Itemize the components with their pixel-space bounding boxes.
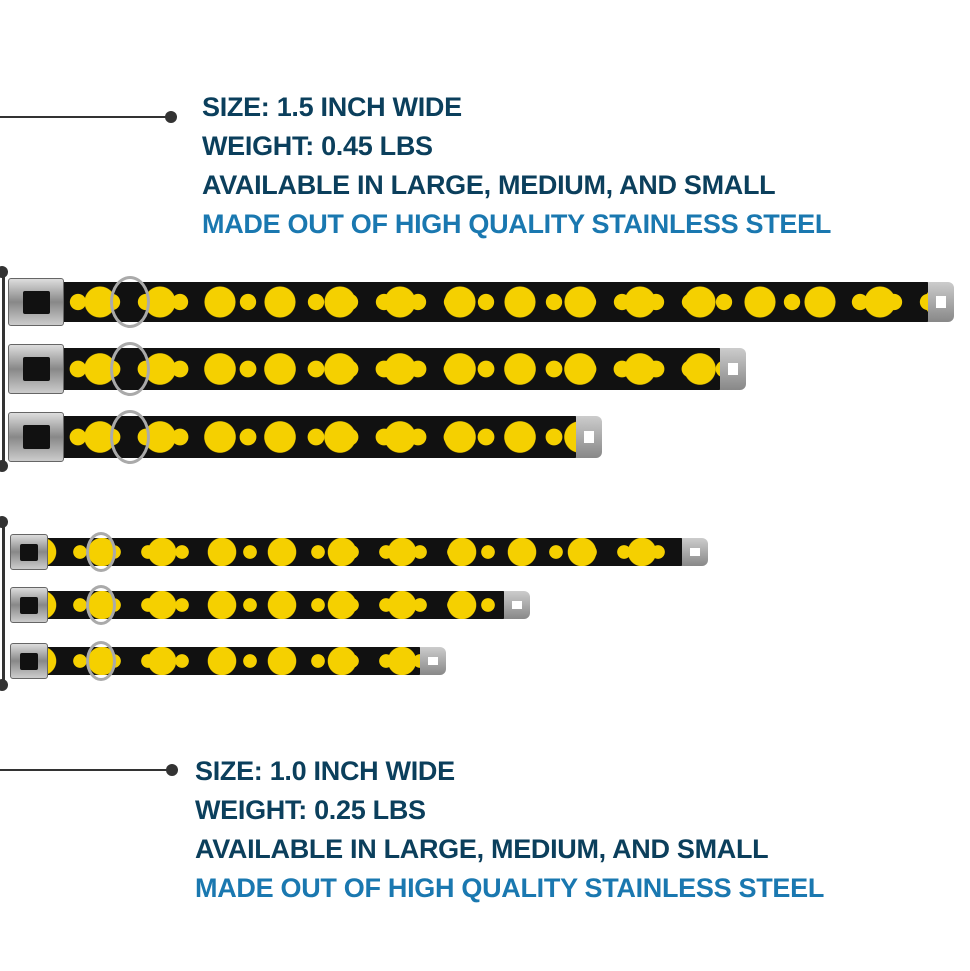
- bracket-dot: [0, 516, 8, 528]
- buckle-icon: [8, 278, 64, 326]
- bracket-narrow: [2, 522, 5, 684]
- collar-large-narrow: [10, 532, 708, 572]
- availability-text: AVAILABLE IN LARGE, MEDIUM, AND SMALL: [202, 170, 776, 200]
- availability-text: AVAILABLE IN LARGE, MEDIUM, AND SMALL: [195, 834, 769, 864]
- leader-dot-top: [165, 111, 177, 123]
- bracket-dot: [0, 266, 8, 278]
- leader-dot-bottom: [166, 764, 178, 776]
- buckle-icon: [10, 534, 48, 570]
- leader-line-bottom: [0, 769, 170, 771]
- d-ring-icon: [110, 410, 150, 464]
- bracket-dot: [0, 679, 8, 691]
- material-text: MADE OUT OF HIGH QUALITY STAINLESS STEEL: [195, 873, 825, 903]
- d-ring-icon: [110, 276, 150, 328]
- buckle-icon: [8, 412, 64, 462]
- buckle-icon: [10, 643, 48, 679]
- buckle-tongue: [720, 348, 746, 390]
- collar-small-narrow: [10, 641, 446, 681]
- d-ring-icon: [86, 532, 116, 572]
- d-ring-icon: [86, 585, 116, 625]
- buckle-icon: [8, 344, 64, 394]
- d-ring-icon: [110, 342, 150, 396]
- collar-medium-wide: [8, 342, 746, 396]
- collar-large-wide: [8, 276, 954, 328]
- buckle-tongue: [682, 538, 708, 566]
- size-text: SIZE: 1.0 INCH WIDE: [195, 756, 455, 786]
- buckle-tongue: [420, 647, 446, 675]
- d-ring-icon: [86, 641, 116, 681]
- bracket-wide: [2, 272, 5, 468]
- weight-text: WEIGHT: 0.25 LBS: [195, 795, 426, 825]
- buckle-icon: [10, 587, 48, 623]
- buckle-tongue: [504, 591, 530, 619]
- size-text: SIZE: 1.5 INCH WIDE: [202, 92, 462, 122]
- collar-small-wide: [8, 410, 602, 464]
- buckle-tongue: [576, 416, 602, 458]
- narrow-collar-specs: SIZE: 1.0 INCH WIDE WEIGHT: 0.25 LBS AVA…: [195, 752, 824, 908]
- material-text: MADE OUT OF HIGH QUALITY STAINLESS STEEL: [202, 209, 832, 239]
- bracket-dot: [0, 460, 8, 472]
- wide-collar-specs: SIZE: 1.5 INCH WIDE WEIGHT: 0.45 LBS AVA…: [202, 88, 831, 244]
- weight-text: WEIGHT: 0.45 LBS: [202, 131, 433, 161]
- buckle-tongue: [928, 282, 954, 322]
- leader-line-top: [0, 116, 170, 118]
- collar-medium-narrow: [10, 585, 530, 625]
